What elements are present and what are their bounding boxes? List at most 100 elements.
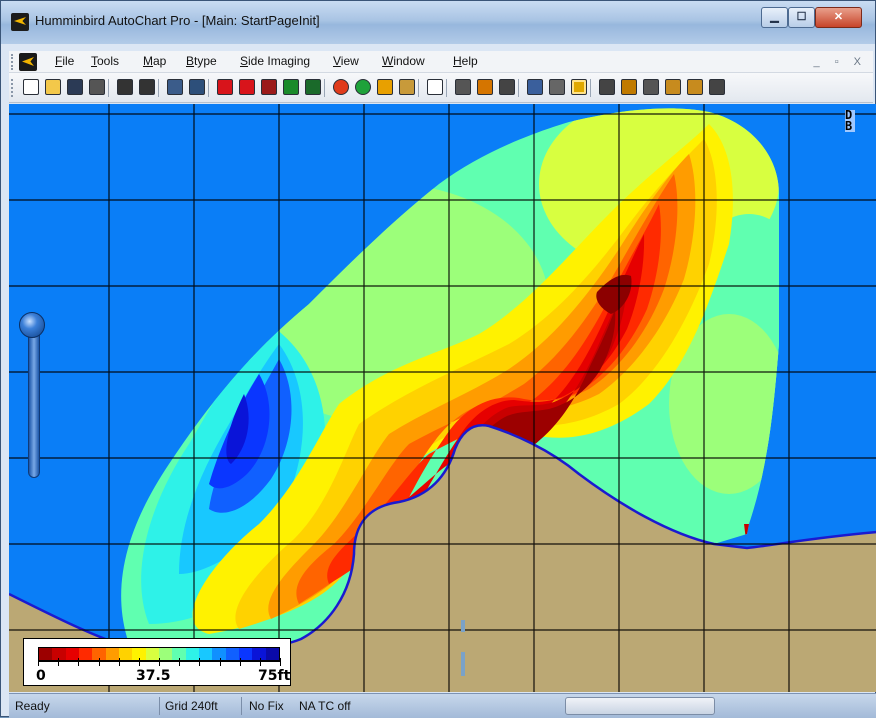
export-icon[interactable]: [665, 79, 681, 95]
import-icon[interactable]: [687, 79, 703, 95]
grid-icon[interactable]: [599, 79, 615, 95]
status-divider: [241, 697, 242, 715]
cube-icon[interactable]: [399, 79, 415, 95]
status-divider: [159, 697, 160, 715]
toolbar-separator: [418, 79, 419, 97]
new-icon[interactable]: [23, 79, 39, 95]
toolbar-separator: [324, 79, 325, 97]
toolbar-separator: [446, 79, 447, 97]
depth-map[interactable]: [9, 104, 876, 692]
toolbar-separator: [208, 79, 209, 97]
contour-icon[interactable]: [643, 79, 659, 95]
maximize-button[interactable]: ☐: [788, 7, 815, 28]
print-icon[interactable]: [89, 79, 105, 95]
legend-tick: [280, 658, 281, 666]
document-icon[interactable]: [427, 79, 443, 95]
legend-color-swatch: [118, 648, 133, 660]
legend-color-swatch: [39, 648, 53, 660]
legend-color-swatch: [198, 648, 213, 660]
legend-tick: [58, 658, 60, 666]
mdi-document-icon[interactable]: [19, 53, 37, 71]
track-green-icon[interactable]: [283, 79, 299, 95]
legend-color-swatch: [252, 648, 267, 660]
legend-tick: [138, 658, 140, 666]
legend-tick: [239, 658, 241, 666]
layers-icon[interactable]: [499, 79, 515, 95]
legend-color-swatch: [239, 648, 253, 660]
legend-tick: [199, 658, 201, 666]
close-button[interactable]: ✕: [815, 7, 862, 28]
legend-tick: [118, 658, 120, 666]
toolbar-separator: [108, 79, 109, 97]
toolbar: [9, 73, 873, 103]
toolbar-separator: [590, 79, 591, 97]
map-view[interactable]: D B 0 37.5 75ft: [9, 104, 876, 692]
red-circle-icon[interactable]: [333, 79, 349, 95]
legend-color-swatch: [92, 648, 107, 660]
status-fix: No Fix: [249, 699, 284, 713]
legend-color-swatch: [78, 648, 93, 660]
depth-scale-ticks: [38, 658, 281, 669]
menu-grip[interactable]: [11, 54, 15, 70]
legend-color-swatch: [172, 648, 187, 660]
legend-color-swatch: [185, 648, 200, 660]
status-bar: Ready Grid 240ft No Fix NA TC off: [9, 693, 876, 718]
status-grid: Grid 240ft: [165, 699, 218, 713]
db-logo-b: B: [845, 120, 855, 132]
palette-icon[interactable]: [377, 79, 393, 95]
horizontal-scrollbar[interactable]: [565, 697, 715, 715]
track-multi-icon[interactable]: [261, 79, 277, 95]
pencil-icon[interactable]: [709, 79, 725, 95]
db-logo-d: D: [845, 109, 855, 121]
menu-view[interactable]: View: [333, 54, 359, 68]
status-tc: NA TC off: [299, 699, 351, 713]
menu-side-imaging[interactable]: Side Imaging: [240, 54, 311, 68]
zoom-in-icon[interactable]: [117, 79, 133, 95]
menu-tools[interactable]: Tools: [91, 54, 120, 68]
legend-color-swatch: [145, 648, 160, 660]
legend-color-swatch: [105, 648, 120, 660]
legend-tick: [159, 658, 160, 666]
zoom-slider-track[interactable]: [28, 330, 40, 478]
menu-file[interactable]: File: [55, 54, 75, 68]
track-edit-icon[interactable]: [305, 79, 321, 95]
menu-map[interactable]: Map: [143, 54, 167, 68]
profile-icon[interactable]: [189, 79, 205, 95]
legend-color-swatch: [65, 648, 80, 660]
menu-btype[interactable]: Btype: [186, 54, 217, 68]
gear-icon[interactable]: [455, 79, 471, 95]
legend-color-swatch: [212, 648, 227, 660]
window-title: Humminbird AutoChart Pro - [Main: StartP…: [35, 13, 320, 28]
save-icon[interactable]: [67, 79, 83, 95]
legend-color-swatch: [225, 648, 240, 660]
legend-tick: [259, 658, 261, 666]
lines-icon[interactable]: [571, 79, 587, 95]
track-red-2-icon[interactable]: [239, 79, 255, 95]
track-red-icon[interactable]: [217, 79, 233, 95]
legend-color-swatch: [132, 648, 147, 660]
legend-tick: [38, 658, 39, 666]
menu-help[interactable]: Help: [453, 54, 478, 68]
toolbar-grip[interactable]: [11, 79, 15, 97]
menu-window[interactable]: Window: [382, 54, 425, 68]
zoom-out-icon[interactable]: [139, 79, 155, 95]
legend-color-swatch: [159, 648, 173, 660]
green-circle-icon[interactable]: [355, 79, 371, 95]
mdi-controls[interactable]: _ ▫ X: [813, 56, 867, 68]
legend-tick: [78, 658, 80, 666]
page-icon[interactable]: [167, 79, 183, 95]
legend-color-swatch: [52, 648, 67, 660]
marker-icon[interactable]: [477, 79, 493, 95]
open-icon[interactable]: [45, 79, 61, 95]
slope-icon[interactable]: [549, 79, 565, 95]
db-logo: D B: [845, 109, 871, 140]
legend-tick: [219, 658, 221, 666]
status-ready: Ready: [15, 699, 50, 713]
legend-mid-label: 37.5: [136, 668, 171, 684]
app-logo-icon: [11, 13, 29, 31]
minimize-button[interactable]: ▁: [761, 7, 788, 28]
title-bar[interactable]: Humminbird AutoChart Pro - [Main: StartP…: [1, 1, 875, 44]
zoom-slider-knob[interactable]: [19, 312, 45, 338]
table-icon[interactable]: [527, 79, 543, 95]
fish-icon[interactable]: [621, 79, 637, 95]
